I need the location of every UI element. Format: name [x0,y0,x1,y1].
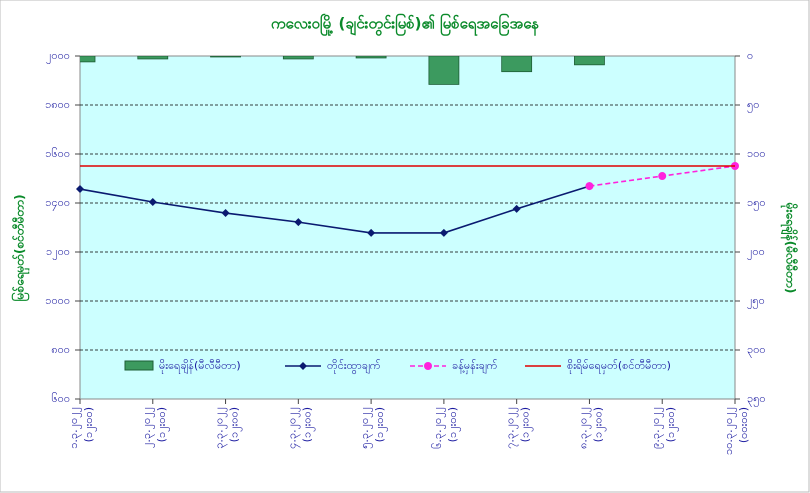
point [299,362,307,370]
point [658,172,667,181]
bar [574,56,605,66]
y-tick-label: ၁၂၀၀ [46,245,70,260]
y-tick-label: ၁၈၀၀ [45,98,70,111]
point [76,185,84,194]
x-tick-label: ၁.၃.၂၀၂၂ [67,407,82,449]
x-tick-label: ၁၀.၃.၂၀၂၂ [722,407,737,455]
y-tick-label: ၁၄၀၀ [45,196,70,211]
bar [137,56,169,60]
legend-swatch [124,360,154,371]
legend-label: မိုးရေချိန်(မီလီမီတာ) [159,359,241,374]
point [221,209,230,218]
x-tick-time: (၁၂း၀၀) [664,407,679,442]
y2-tick-label: ၅၀ [747,98,759,113]
x-tick-time: (၁၂း၀၀) [373,407,388,442]
x-tick-time: (၁၂း၀၀) [300,407,315,442]
legend-label: ခန့်မှန်းချက် [452,359,498,374]
x-tick-time: (၁၂း၀၀) [228,407,243,442]
bar [210,56,241,58]
y2-tick-label: ၃၀၀ [747,343,766,358]
x-tick-time: (၁၂း၀၀) [519,407,534,442]
x-tick-label: ၂.၃.၂၀၂၂ [140,407,155,448]
x-tick-time: (၁၂း၀၀) [155,407,170,442]
x-tick-label: ၄.၃.၂၀၂၂ [285,407,300,449]
y-tick-label: ၆၀၀ [51,392,70,405]
y-tick-label: ၁၀၀၀ [45,294,70,307]
y2-tick-label: ၃၅၀ [747,392,766,407]
x-tick-time: (၁၂း၀၀) [446,407,461,442]
x-tick-label: ၉.၃.၂၀၂၂ [649,407,664,449]
y2-axis-label: မိုးရေချိန်(မီလီမီတာ) [780,202,800,294]
x-tick-label: ၆.၃.၂၀၂၂ [431,407,446,449]
bar [282,56,314,60]
x-tick-time: (၀၀း၀၀) [737,407,750,443]
point [367,228,376,237]
bar [501,56,533,73]
point [424,362,432,370]
bar [428,56,460,85]
x-tick-label: ၅.၃.၂၀၂၂ [358,407,373,449]
x-tick-label: ၃.၃.၂၀၂၂ [213,407,228,449]
line [79,185,590,234]
y-tick-label: ၁၆၀၀ [45,147,70,160]
y2-tick-label: ၂၀၀ [747,245,765,260]
x-tick-time: (၁၂း၀၀) [591,407,606,442]
x-tick-label: ၇.၃.၂၀၂၂ [504,407,519,449]
point [439,228,448,237]
point [294,218,303,227]
legend-label: တိုင်းထွာချက် [327,359,381,374]
y-tick-label: ၂၀၀၀ [46,49,70,64]
y2-tick-label: ၂၅၀ [747,294,765,309]
bar [355,56,387,59]
y-axis-label: မြစ်ရေမှတ်(စင်တီမီတာ) [10,194,31,301]
plot-area [79,55,736,400]
y2-tick-label: ၁၅၀ [747,196,766,211]
bar [80,56,96,63]
y2-tick-label: ၁၀၀ [747,147,766,160]
x-tick-time: (၁၂း၀၀) [82,407,97,442]
point [512,204,521,213]
x-tick-label: ၈.၃.၂၀၂၂ [576,407,591,449]
legend-label: စိုးရိမ်ရေမှတ်(စင်တီမီတာ) [567,359,671,374]
point [148,198,157,207]
y2-tick-label: ၀ [747,49,753,62]
point [585,182,594,191]
y-tick-label: ၈၀၀ [51,343,70,356]
